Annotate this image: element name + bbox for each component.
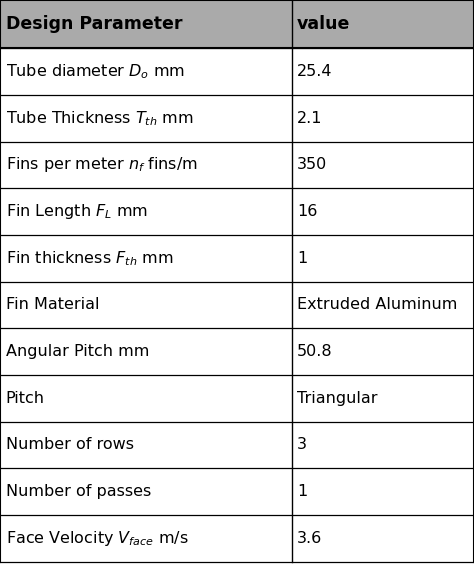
Text: Number of rows: Number of rows [6, 437, 134, 452]
Bar [292, 0, 474, 48]
Bar [292, 235, 474, 282]
Text: Design Parameter: Design Parameter [6, 15, 182, 33]
Bar [0, 142, 292, 188]
Text: Number of passes: Number of passes [6, 484, 151, 499]
Text: 16: 16 [297, 204, 318, 219]
Text: 25.4: 25.4 [297, 64, 333, 79]
Text: Tube diameter $D_o$ mm: Tube diameter $D_o$ mm [6, 62, 185, 81]
Bar [292, 468, 474, 515]
Bar [292, 422, 474, 468]
Text: value: value [297, 15, 351, 33]
Text: Face Velocity $V_{face}$ m/s: Face Velocity $V_{face}$ m/s [6, 529, 188, 547]
Bar [292, 328, 474, 375]
Bar [0, 282, 292, 328]
Text: Fins per meter $n_f$ fins/m: Fins per meter $n_f$ fins/m [6, 155, 198, 175]
Bar [292, 142, 474, 188]
Text: 3: 3 [297, 437, 307, 452]
Text: 50.8: 50.8 [297, 344, 333, 359]
Text: Fin thickness $F_{th}$ mm: Fin thickness $F_{th}$ mm [6, 249, 173, 268]
Text: 1: 1 [297, 484, 308, 499]
Bar [292, 188, 474, 235]
Text: Angular Pitch mm: Angular Pitch mm [6, 344, 149, 359]
Bar [0, 468, 292, 515]
Bar [0, 188, 292, 235]
Text: Fin Length $F_L$ mm: Fin Length $F_L$ mm [6, 202, 148, 221]
Text: 2.1: 2.1 [297, 111, 323, 126]
Bar [292, 48, 474, 95]
Text: 1: 1 [297, 250, 308, 266]
Bar [292, 375, 474, 422]
Bar [292, 95, 474, 142]
Bar [0, 95, 292, 142]
Bar [292, 282, 474, 328]
Bar [0, 328, 292, 375]
Text: Triangular: Triangular [297, 390, 378, 406]
Bar [0, 375, 292, 422]
Bar [292, 515, 474, 562]
Bar [0, 422, 292, 468]
Text: Extruded Aluminum: Extruded Aluminum [297, 298, 457, 312]
Text: Pitch: Pitch [6, 390, 45, 406]
Bar [0, 235, 292, 282]
Text: 350: 350 [297, 158, 328, 172]
Text: Fin Material: Fin Material [6, 298, 99, 312]
Bar [0, 48, 292, 95]
Text: 3.6: 3.6 [297, 531, 322, 546]
Bar [0, 0, 292, 48]
Text: Tube Thickness $T_{th}$ mm: Tube Thickness $T_{th}$ mm [6, 109, 193, 128]
Bar [0, 515, 292, 562]
